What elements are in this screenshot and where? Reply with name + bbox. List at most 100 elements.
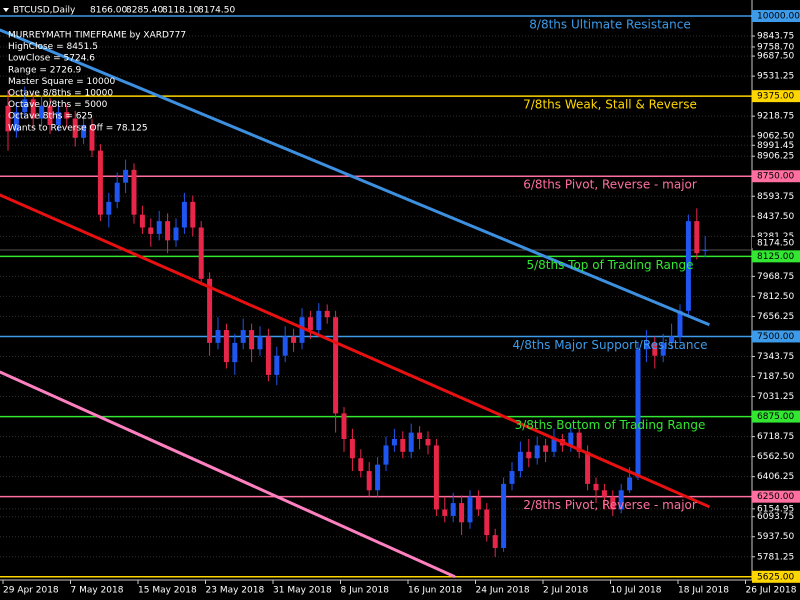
level-label: 5/8ths Top of Trading Range [526,258,693,272]
level-price-label: 8125.00 [757,252,794,262]
candle-body [265,336,271,375]
level-price-label: 6875.00 [757,412,794,422]
candle-body [148,227,154,234]
candle-body [106,201,112,215]
level-price-label: 9375.00 [757,92,794,102]
level-label: 2/8ths Pivot, Reverse - major [523,498,697,512]
candle-body [442,509,448,516]
y-tick-label: 6562.50 [757,452,794,462]
candle-body [475,496,481,510]
candle-body [291,336,297,343]
candle-body [240,330,246,343]
x-tick-label: 24 Jun 2018 [476,586,530,596]
level-price-label: 5625.00 [757,572,794,582]
x-tick-label: 18 Jul 2018 [678,586,729,596]
candle-body [156,221,162,234]
header-symbol: BTCUSD,Daily [13,6,76,16]
candle-body [5,105,11,132]
menu-arrow[interactable] [3,8,9,12]
candle-body [702,250,708,252]
candle-body [383,445,389,465]
current-price-label: 8174.50 [757,239,794,249]
candle-body [181,201,187,228]
candle-body [669,336,675,343]
y-tick-label: 8281.25 [757,232,794,242]
candle-body [467,496,473,523]
level-price-box [752,330,800,343]
y-tick-label: 9531.25 [757,72,794,82]
candle-body [131,169,137,215]
candle-body [299,317,305,343]
info-line: LowClose = 5724.6 [8,54,95,64]
header-ohlc: 8118.10 [162,6,199,16]
candle-body [677,310,683,337]
candle-body [694,221,700,254]
candle-body [501,483,507,548]
level-price-box [752,10,800,23]
y-tick-label: 9062.50 [757,132,794,142]
candle-body [568,432,574,446]
candle-body [585,451,591,484]
candle-body [165,221,171,241]
candle-body [627,477,633,491]
candle-body [22,99,28,113]
trendlines [0,28,711,579]
candle-body [232,342,238,363]
y-tick-label: 9218.75 [757,112,794,122]
candle-body [543,445,549,452]
info-line: HighClose = 8451.5 [8,42,98,52]
candle-body [72,118,78,138]
candle-body [408,432,414,452]
candle-body [13,112,19,132]
level-price-label: 7500.00 [757,332,794,342]
candle-body [316,310,322,331]
y-tick-label: 9687.50 [757,52,794,62]
x-tick-label: 26 Jul 2018 [746,586,797,596]
level-price-box [752,250,800,263]
candle-body [324,310,330,318]
candle-body [139,214,145,228]
y-tick-label: 8991.45 [757,141,794,151]
current-price-box [752,237,800,249]
level-price-box [752,90,800,103]
candle-body [459,503,465,523]
candle-body [484,509,490,536]
candle-body [215,330,221,343]
y-tick-label: 8593.75 [757,192,794,202]
info-line: Wants to Reverse Off = 78.125 [8,123,148,133]
candle-body [551,439,557,452]
candle-body [89,124,95,151]
y-tick-label: 6154.95 [757,504,794,514]
candle-body [375,464,381,491]
candle-body [534,445,540,459]
overlay: 8/8ths Ultimate Resistance 7/8ths Weak, S… [3,6,708,512]
trendline [0,28,710,327]
info-line: Octave 8/8ths = 10000 [8,89,113,99]
candle-body [307,317,313,331]
y-tick-label: 6406.25 [757,472,794,482]
candle-body [450,503,456,516]
candle-body [433,445,439,510]
candle-body [123,169,129,183]
level-price-box [752,570,800,583]
candle-body [55,112,61,125]
candle-body [333,317,339,414]
candle-body [282,336,288,356]
candle-body [425,439,431,446]
candle-body [610,496,616,510]
x-tick-label: 10 Jul 2018 [611,586,662,596]
candle-body [417,432,423,440]
level-label: 3/8ths Bottom of Trading Range [515,418,706,432]
candle-body [652,342,658,356]
level-label: 4/8ths Major Support/Resistance [513,338,708,352]
level-price-label: 8750.00 [757,172,794,182]
candle-body [391,439,397,446]
info-line: Octave 0/8ths = 5000 [8,100,108,110]
y-tick-label: 9758.70 [757,42,794,52]
y-tick-label: 9843.75 [757,32,794,42]
candle-body [492,535,498,548]
candle-body [39,105,45,119]
